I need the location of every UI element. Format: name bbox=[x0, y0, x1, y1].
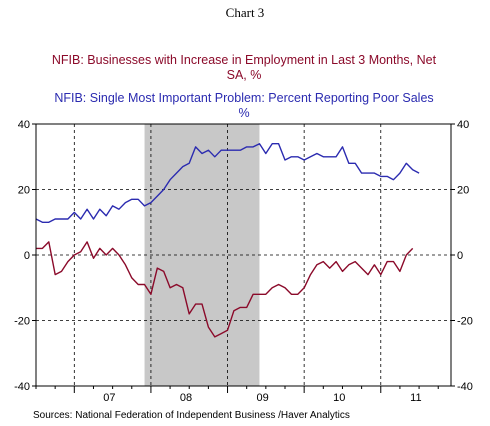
x-tick-label: 10 bbox=[333, 392, 345, 404]
employment-series-title-line1: NFIB: Businesses with Increase in Employ… bbox=[52, 53, 437, 67]
y-tick-label-left: -20 bbox=[14, 316, 30, 328]
poor-sales-series-line bbox=[35, 142, 420, 224]
x-tick-label: 11 bbox=[410, 392, 421, 404]
y-tick-label-left: -40 bbox=[14, 381, 30, 393]
y-tick-label-right: -20 bbox=[457, 316, 473, 328]
y-tick-label-left: 20 bbox=[18, 185, 30, 197]
y-tick-label-right: -40 bbox=[457, 381, 473, 393]
x-tick-label: 09 bbox=[257, 392, 269, 404]
sales-series-title-line1: NFIB: Single Most Important Problem: Per… bbox=[54, 91, 433, 105]
x-tick-label: 07 bbox=[103, 392, 115, 404]
source-note: Sources: National Federation of Independ… bbox=[33, 410, 350, 421]
y-tick-label-right: 0 bbox=[457, 250, 463, 262]
employment-series-line bbox=[36, 241, 414, 338]
chart-title: Chart 3 bbox=[226, 5, 265, 20]
y-tick-label-left: 0 bbox=[24, 250, 30, 262]
employment-series-title-line2: SA, % bbox=[227, 68, 262, 82]
y-tick-label-right: 20 bbox=[457, 185, 469, 197]
y-tick-label-right: 40 bbox=[457, 119, 469, 131]
y-tick-label-left: 40 bbox=[18, 119, 30, 131]
x-tick-label: 08 bbox=[180, 392, 192, 404]
sales-series-title-line2: % bbox=[238, 106, 249, 120]
plot-area: -40 -40 -20 -20 0 0 20 20 40 40 07 08 09 10 11 bbox=[14, 119, 473, 404]
